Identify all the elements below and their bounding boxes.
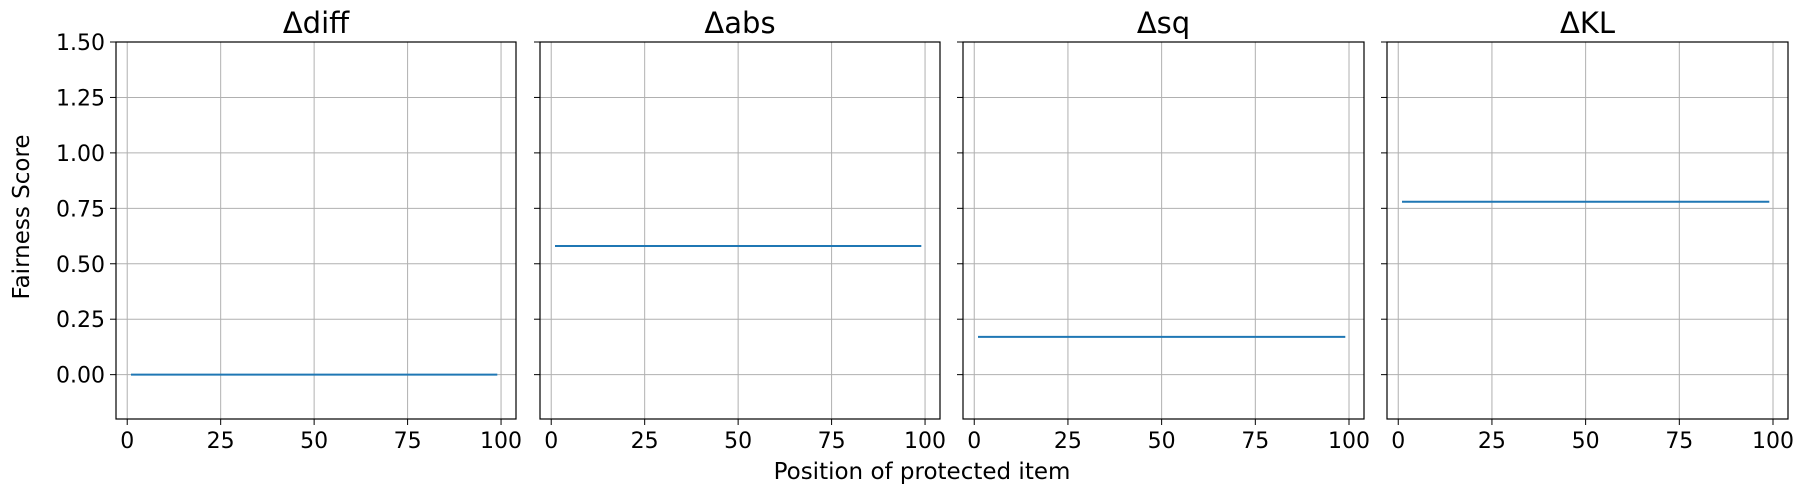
x-tick-label: 0 [120,429,134,454]
x-tick-label: 50 [1148,429,1176,454]
x-tick-label: 25 [631,429,659,454]
y-tick-label: 0.75 [56,197,105,222]
subplot-2: 0 25 50 75 100 Δabs [534,6,946,454]
x-tick-label: 100 [1328,429,1370,454]
axes-frame [962,41,1365,420]
x-tick-label: 75 [394,429,422,454]
x-tick-label: 25 [1054,429,1082,454]
subplot-title: ΔKL [1560,6,1615,40]
y-tick-label: 1.50 [56,31,105,56]
y-tick-label: 1.00 [56,142,105,167]
x-tick-label: 25 [207,429,235,454]
subplot-4: 0 25 50 75 100 ΔKL [1381,6,1794,454]
x-tick-label: 0 [967,429,981,454]
y-axis-label: Fairness Score [9,134,35,299]
y-tick-label: 1.25 [56,86,105,111]
x-axis-label: Position of protected item [774,459,1071,485]
y-tick-label: 0.25 [56,308,105,333]
y-tick-label: 0.50 [56,253,105,278]
x-tick-label: 50 [300,429,328,454]
x-tick-label: 75 [1665,429,1693,454]
axes-frame [115,41,517,420]
x-tick-label: 50 [724,429,752,454]
subplot-title: Δdiff [283,6,350,40]
subplot-3: 0 25 50 75 100 Δsq [957,6,1370,454]
subplot-1: 0 25 50 75 100 0.00 0.25 0.50 0.75 1.00 1.25 1.50 Δd… [56,6,522,454]
x-tick-label: 25 [1478,429,1506,454]
x-tick-label: 75 [1241,429,1269,454]
x-tick-label: 0 [1391,429,1405,454]
x-tick-label: 50 [1572,429,1600,454]
subplot-title: Δsq [1137,6,1190,40]
y-tick-label: 0.00 [56,364,105,389]
x-tick-label: 0 [544,429,558,454]
x-tick-label: 100 [904,429,946,454]
x-tick-label: 100 [480,429,522,454]
x-tick-label: 100 [1752,429,1794,454]
axes-frame [539,41,941,420]
x-tick-label: 75 [818,429,846,454]
axes-frame [1386,41,1789,420]
subplot-title: Δabs [704,6,775,40]
